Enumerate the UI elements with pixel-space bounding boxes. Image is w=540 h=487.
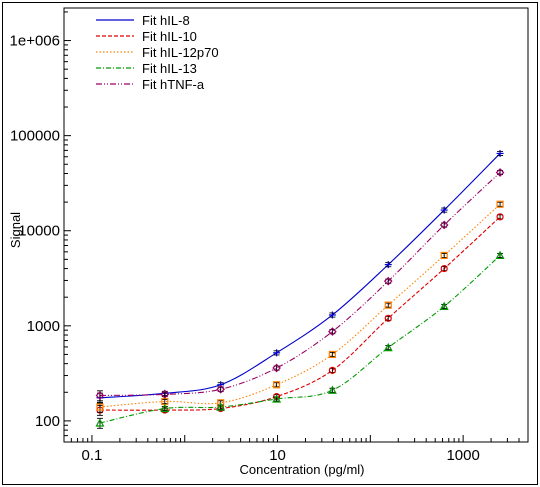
series-4: [95, 168, 505, 402]
data-point-marker: [439, 301, 449, 311]
legend-entry: Fit hIL-8: [142, 13, 190, 28]
data-point-marker: [95, 391, 105, 400]
data-point-marker: [384, 301, 392, 309]
data-point-marker: [272, 381, 281, 389]
data-point-marker: [496, 213, 504, 221]
data-point-marker: [328, 327, 337, 336]
y-tick-label: 100: [35, 413, 60, 430]
data-point-marker: [272, 363, 281, 373]
data-point-marker: [327, 385, 337, 394]
data-point-marker: [328, 366, 336, 374]
data-point-marker: [96, 403, 104, 411]
y-axis-label: Signal: [8, 212, 23, 248]
legend-entry: Fit hIL-10: [142, 29, 197, 44]
data-point-marker: [383, 342, 393, 352]
data-point-marker: [160, 390, 170, 399]
fit-curve-line: [99, 153, 501, 399]
data-point-marker: [440, 264, 448, 273]
series-3: [95, 250, 505, 429]
fit-curve-line: [99, 172, 501, 397]
legend-entry: Fit hIL-12p70: [142, 45, 219, 60]
data-point-marker: [384, 314, 392, 322]
x-axis-label: Concentration (pg/ml): [240, 462, 365, 477]
data-point-marker: [440, 251, 448, 260]
legend-entry: Fit hTNF-a: [142, 77, 205, 92]
data-point-marker: [216, 384, 226, 394]
data-point-marker: [216, 402, 226, 411]
plot-frame: [63, 7, 529, 443]
data-point-marker: [328, 350, 336, 359]
y-tick-label: 1e+006: [10, 33, 60, 50]
x-tick-label: 10: [269, 447, 286, 464]
y-tick-label: 1000: [27, 318, 60, 335]
data-point-marker: [160, 403, 170, 413]
data-point-marker: [495, 250, 505, 260]
x-tick-label: 1000: [446, 447, 479, 464]
data-point-marker: [496, 200, 504, 208]
data-point-marker: [383, 276, 393, 286]
data-point-marker: [495, 168, 505, 177]
plot-layer: [95, 149, 505, 429]
data-point-marker: [272, 394, 282, 403]
legend-entry: Fit hIL-13: [142, 61, 197, 76]
data-point-marker: [95, 418, 105, 427]
y-tick-label: 100000: [10, 128, 60, 145]
y-tick-label: 10000: [18, 223, 60, 240]
axis-layer: 100 1000 10000 100000 1e+006 0.1 10 1000: [10, 7, 529, 464]
data-point-marker: [439, 220, 449, 230]
x-tick-label: 0.1: [82, 447, 103, 464]
